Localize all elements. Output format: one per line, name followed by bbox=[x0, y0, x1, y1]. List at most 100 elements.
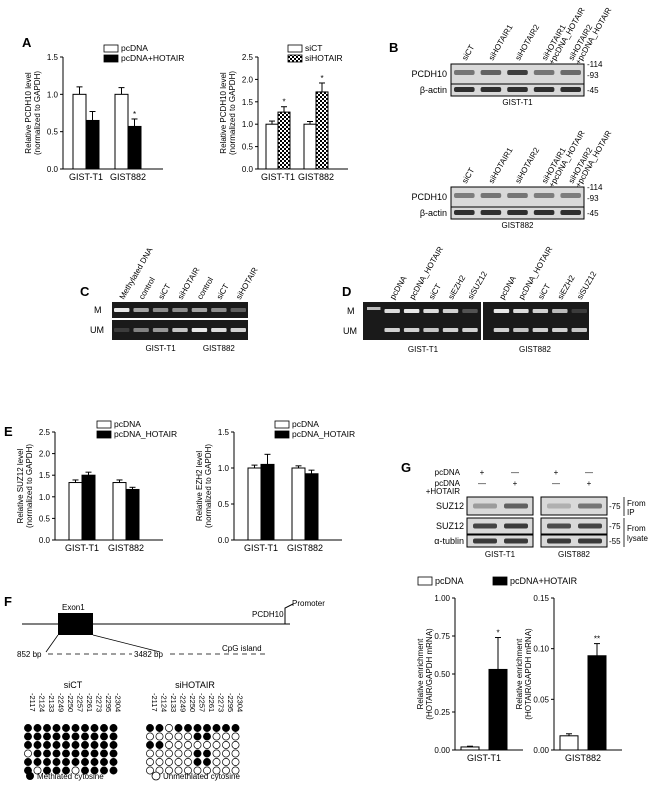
cpg-site-label: -2295 bbox=[104, 693, 113, 712]
band bbox=[442, 309, 459, 313]
methylated-cpg bbox=[193, 749, 202, 758]
ladder-band bbox=[367, 307, 381, 310]
y-tick-label: 0.5 bbox=[218, 500, 230, 509]
methylated-cpg bbox=[212, 724, 221, 732]
unmethylated-cpg bbox=[184, 749, 192, 758]
y-axis-label: Relative PCDH10 level(normalized to GAPD… bbox=[219, 71, 237, 155]
band bbox=[560, 210, 581, 215]
significance-star: * bbox=[282, 98, 285, 107]
lane-label: pcDNA bbox=[388, 274, 409, 301]
methylation-grid: siCT-2117 -2124 -2133 -2249 -2250 -2257 -2261-… bbox=[24, 680, 245, 775]
bar-pcdna-0 bbox=[72, 93, 87, 170]
lane-label: siSUZ12 bbox=[466, 269, 489, 301]
unmethylated-cpg bbox=[146, 766, 154, 775]
panel-label-a: A bbox=[22, 35, 32, 50]
band bbox=[133, 308, 149, 312]
sign-mark: — bbox=[552, 479, 560, 488]
lane-label: pcDNA bbox=[497, 274, 518, 301]
pcdh10-promoter-map: Exon1 PCDH10 Promoter 852 bp 3482 bp CpG… bbox=[17, 599, 325, 659]
methylated-cpg bbox=[174, 724, 183, 732]
x-category-label: GIST882 bbox=[565, 753, 601, 763]
panel-label-c: C bbox=[80, 284, 90, 299]
cpg-site-label: -2261 bbox=[207, 693, 216, 712]
methylated-cpg bbox=[43, 741, 51, 749]
cpg-site-label: -2261 bbox=[85, 693, 94, 712]
lane-label: siSUZ12 bbox=[575, 269, 598, 301]
marker-label: -93 bbox=[587, 71, 599, 80]
x-category-label: GIST-T1 bbox=[261, 172, 295, 182]
cpg-site-label: -2117 bbox=[28, 693, 37, 712]
methylated-cpg bbox=[90, 766, 99, 775]
band bbox=[114, 328, 130, 332]
unmethylated-cpg bbox=[193, 766, 202, 775]
unmethylated-cpg bbox=[174, 758, 183, 766]
band bbox=[547, 503, 571, 509]
exon-label: Exon1 bbox=[62, 603, 85, 612]
band bbox=[384, 309, 400, 313]
unmethylated-cpg bbox=[146, 758, 154, 766]
legend-label: siCT bbox=[305, 43, 322, 53]
methylated-cpg bbox=[100, 758, 108, 766]
unmethylated-cpg bbox=[231, 741, 240, 749]
band bbox=[454, 193, 475, 198]
y-axis-label: Relative enrichment(HOTAIR/GAPDH mRNA) bbox=[515, 628, 533, 720]
band bbox=[462, 309, 478, 313]
unmethylated-cpg bbox=[165, 741, 173, 749]
promoter-arrow bbox=[284, 603, 294, 624]
legend-swatch bbox=[492, 576, 508, 586]
unmethylated-cpg bbox=[212, 749, 221, 758]
unmethylated-cpg bbox=[146, 749, 154, 758]
x-category-label: GIST-T1 bbox=[244, 543, 278, 553]
methylated-cpg bbox=[33, 741, 42, 749]
methylated-cpg bbox=[193, 758, 202, 766]
methylated-cpg bbox=[62, 766, 70, 775]
methylated-cpg bbox=[52, 758, 61, 766]
cell-line-label: GIST-T1 bbox=[408, 345, 439, 354]
cell-line-label: GIST882 bbox=[558, 550, 591, 559]
methylated-cpg bbox=[71, 741, 80, 749]
western-blot-b: siCT siHOTAIR1siHOTAIR2siHOTAIR1+pcDNA_HO… bbox=[411, 6, 613, 230]
sign-mark: + bbox=[554, 468, 559, 477]
y-tick-label: 2.0 bbox=[242, 75, 254, 84]
legend-label: pcDNA bbox=[435, 576, 464, 586]
bar-pcdna-0 bbox=[247, 467, 262, 541]
methylated-cpg bbox=[81, 741, 89, 749]
band bbox=[533, 87, 555, 92]
y-tick-label: 2.0 bbox=[39, 450, 51, 459]
sign-mark: + bbox=[480, 468, 485, 477]
cpg-site-label: -2304 bbox=[236, 693, 245, 712]
cell-line-label: GIST882 bbox=[501, 221, 534, 230]
unmethylated-cpg bbox=[212, 758, 221, 766]
chart-a-left: 0.0 0.5 1.0 1.5 Relative PCDH10 level(normal… bbox=[24, 43, 184, 182]
x-category-label: GIST-T1 bbox=[467, 753, 501, 763]
y-tick-label: 2.5 bbox=[39, 428, 51, 437]
band bbox=[493, 309, 510, 313]
blot-strip bbox=[540, 534, 608, 548]
cpg-island-label: CpG island bbox=[222, 644, 262, 653]
unmethylated-cpg bbox=[174, 766, 183, 775]
unmethylated-cpg bbox=[174, 741, 183, 749]
cpg-site-label: -2124 bbox=[160, 693, 169, 712]
y-tick-label: 1.0 bbox=[39, 493, 51, 502]
source-label: IP bbox=[627, 508, 635, 517]
y-tick-label: 0.5 bbox=[47, 128, 59, 137]
sign-mark: — bbox=[511, 468, 519, 477]
unmethylated-cpg bbox=[146, 732, 154, 741]
methylated-cpg bbox=[109, 766, 118, 775]
significance-star: * bbox=[496, 629, 499, 638]
band bbox=[480, 87, 502, 92]
unmethylated-cpg bbox=[222, 732, 230, 741]
methylated-cpg bbox=[222, 724, 230, 732]
cpg-site-label: -2133 bbox=[47, 693, 56, 712]
chart-g-legend: pcDNA pcDNA+HOTAIR bbox=[417, 576, 578, 586]
marker-label: -75 bbox=[609, 502, 621, 511]
y-axis-label: Relative PCDH10 level(normalized to GAPD… bbox=[24, 71, 42, 155]
legend-label: pcDNA bbox=[292, 419, 319, 429]
y-tick-label: 0.0 bbox=[47, 165, 59, 174]
methylated-cpg bbox=[81, 766, 89, 775]
cpg-site-label: -2273 bbox=[95, 693, 104, 712]
unmethylated-cpg bbox=[184, 766, 192, 775]
band bbox=[230, 328, 246, 332]
